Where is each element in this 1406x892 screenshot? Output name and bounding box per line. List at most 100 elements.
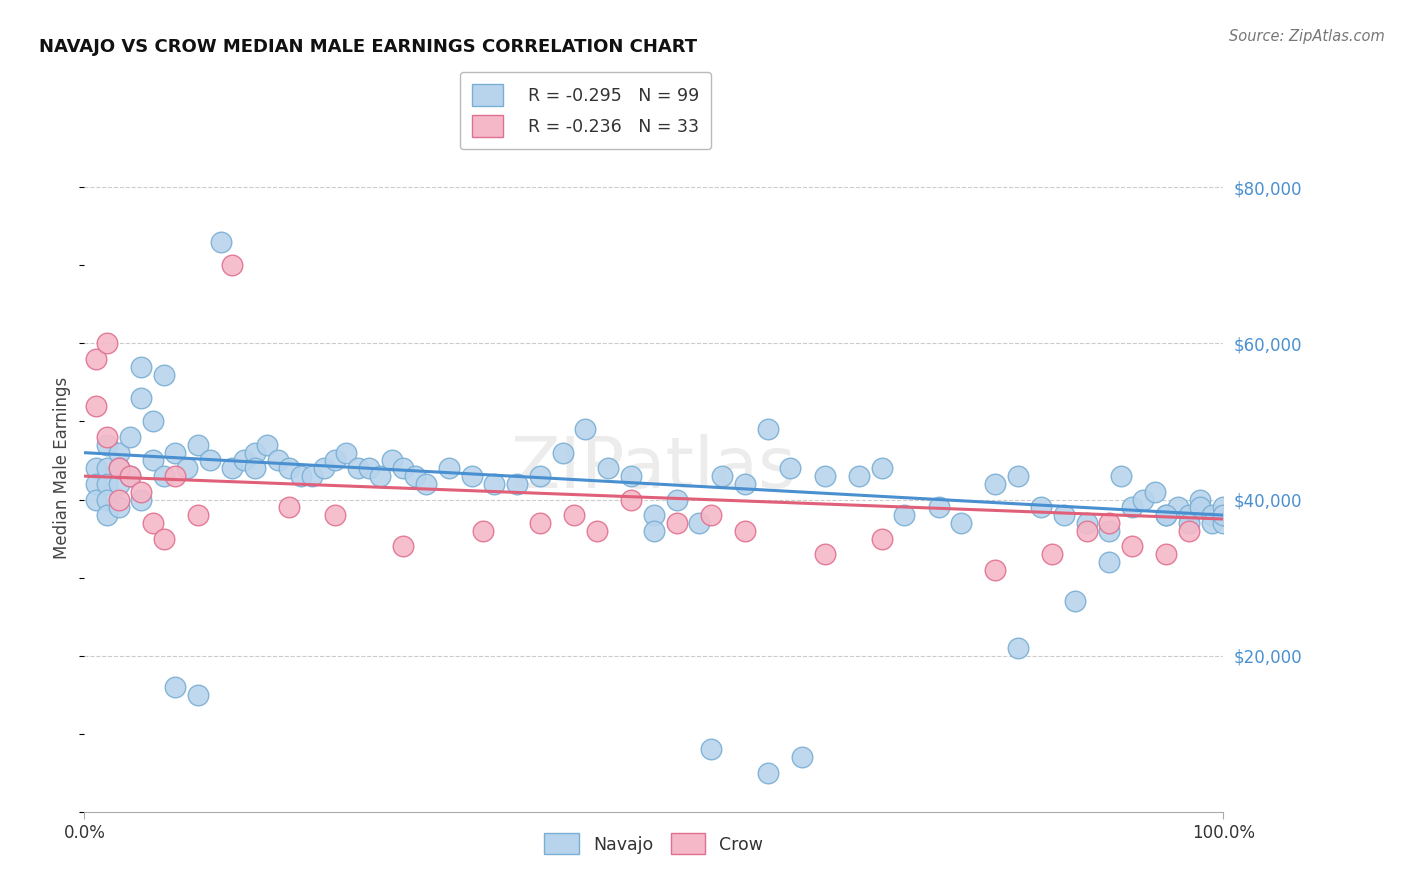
Point [153,532,176,546]
Point [118,469,141,483]
Point [245,461,267,475]
Point [1042,547,1064,561]
Point [107,461,129,475]
Point [96,438,118,452]
Point [1064,594,1087,608]
Text: ZIPatlas: ZIPatlas [510,434,797,503]
Point [1109,469,1132,483]
Point [221,461,243,475]
Point [756,765,779,780]
Point [187,508,209,523]
Point [1178,524,1201,538]
Point [779,461,801,475]
Point [131,484,153,499]
Point [118,469,141,483]
Point [950,516,973,530]
Point [620,492,643,507]
Point [96,508,118,523]
Point [1212,508,1234,523]
Point [107,492,129,507]
Point [107,446,129,460]
Point [529,469,551,483]
Point [1189,492,1212,507]
Point [1212,516,1234,530]
Point [529,516,551,530]
Point [1156,547,1178,561]
Point [574,422,596,436]
Point [96,461,118,475]
Point [472,524,495,538]
Point [256,438,278,452]
Point [323,453,346,467]
Point [506,476,529,491]
Point [1098,516,1121,530]
Point [415,476,437,491]
Point [153,368,176,382]
Point [598,461,620,475]
Point [404,469,426,483]
Point [96,336,118,351]
Point [734,524,756,538]
Point [290,469,312,483]
Point [984,563,1007,577]
Point [1053,508,1076,523]
Point [620,469,643,483]
Point [848,469,870,483]
Legend: Navajo, Crow: Navajo, Crow [534,822,773,865]
Point [176,461,198,475]
Point [643,508,665,523]
Point [756,422,779,436]
Point [107,476,129,491]
Point [1076,524,1098,538]
Point [665,492,688,507]
Point [165,680,187,694]
Point [1007,640,1029,655]
Point [1098,555,1121,569]
Y-axis label: Median Male Earnings: Median Male Earnings [53,377,72,559]
Point [870,532,893,546]
Point [370,469,392,483]
Point [312,461,335,475]
Point [928,500,950,515]
Point [665,516,688,530]
Point [1029,500,1052,515]
Point [562,508,585,523]
Point [1076,516,1098,530]
Point [1212,500,1234,515]
Point [586,524,609,538]
Point [551,446,574,460]
Point [711,469,734,483]
Point [1178,516,1201,530]
Point [165,469,187,483]
Point [84,476,107,491]
Point [245,446,267,460]
Point [1007,469,1029,483]
Point [700,508,723,523]
Point [392,539,415,553]
Point [1156,508,1178,523]
Point [392,461,415,475]
Point [209,235,232,249]
Point [893,508,915,523]
Point [301,469,323,483]
Point [335,446,357,460]
Point [814,469,837,483]
Point [381,453,404,467]
Point [643,524,665,538]
Point [346,461,368,475]
Point [131,391,153,405]
Point [267,453,290,467]
Point [165,446,187,460]
Point [1143,484,1166,499]
Point [84,492,107,507]
Point [700,742,723,756]
Point [142,516,165,530]
Point [814,547,837,561]
Point [84,351,107,366]
Point [1121,500,1143,515]
Point [1098,524,1121,538]
Point [96,492,118,507]
Text: NAVAJO VS CROW MEDIAN MALE EARNINGS CORRELATION CHART: NAVAJO VS CROW MEDIAN MALE EARNINGS CORR… [39,38,697,56]
Point [187,688,209,702]
Point [232,453,254,467]
